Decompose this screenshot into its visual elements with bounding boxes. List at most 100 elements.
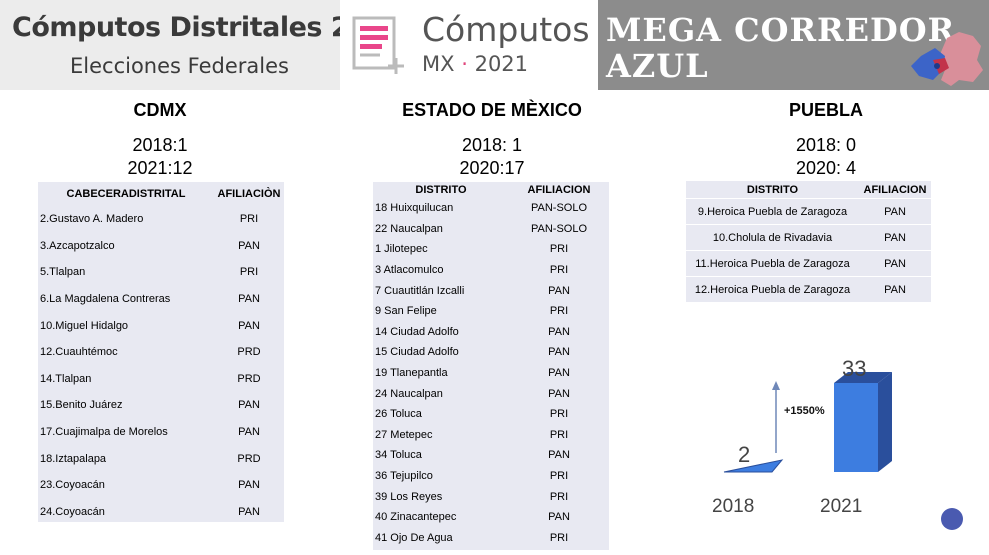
table-header: CABECERADISTRITAL AFILIACIÒN <box>38 182 284 206</box>
cell-affiliation: PAN <box>238 479 260 492</box>
logo-year: MX · 2021 <box>422 52 528 76</box>
edomex-stat-2018: 2018: 1 <box>461 135 523 155</box>
logo-wordmark: Cómputos <box>422 10 590 49</box>
banner-panel: MEGA CORREDOR AZUL <box>598 0 989 90</box>
growth-percent-label: +1550% <box>784 405 825 417</box>
cell-district: 18.Iztapalapa <box>40 452 107 465</box>
cell-district: 24 Naucalpan <box>375 387 443 400</box>
edomex-stat-2020: 2020:17 <box>459 158 525 178</box>
cell-affiliation: PAN <box>884 205 906 218</box>
cell-affiliation: PRI <box>239 266 259 279</box>
column-header-affiliation: AFILIACIÒN <box>217 188 281 200</box>
column-header-affiliation: AFILIACION <box>863 183 927 196</box>
cell-affiliation: PRI <box>549 264 569 277</box>
table-row: 19 Tlanepantla PAN <box>373 363 609 384</box>
puebla-stat-2020: 2020: 4 <box>795 158 857 178</box>
edomex-title: ESTADO DE MÈXICO <box>402 100 582 120</box>
bar-2018-value-label: 2 <box>738 442 750 467</box>
table-row: 36 Tejupilco PRI <box>373 466 609 487</box>
cell-district: 17.Cuajimalpa de Morelos <box>40 426 168 439</box>
cell-district: 11.Heroica Puebla de Zaragoza <box>695 257 850 270</box>
cell-affiliation: PRI <box>549 428 569 441</box>
table-row: 40 Zinacantepec PAN <box>373 507 609 528</box>
table-row: 15 Ciudad Adolfo PAN <box>373 342 609 363</box>
cell-affiliation: PRD <box>237 372 261 385</box>
table-row: 26 Toluca PRI <box>373 404 609 425</box>
cell-district: 14.Tlalpan <box>40 372 92 385</box>
cell-affiliation: PAN <box>548 284 570 297</box>
cell-district: 10.Cholula de Rivadavia <box>712 231 833 244</box>
cell-district: 12.Cuauhtémoc <box>40 346 118 359</box>
cell-affiliation: PRI <box>239 213 259 226</box>
cell-district: 23.Coyoacán <box>40 479 105 492</box>
cell-affiliation: PAN <box>548 367 570 380</box>
cell-district: 6.La Magdalena Contreras <box>40 293 171 306</box>
cell-district: 15.Benito Juárez <box>40 399 123 412</box>
table-row: 41 Ojo De Agua PRI <box>373 528 609 549</box>
table-row: 1 Jilotepec PRI <box>373 239 609 260</box>
puebla-stat-2018: 2018: 0 <box>795 135 857 155</box>
cell-district: 41 Ojo De Agua <box>375 531 453 544</box>
cell-district: 19 Tlanepantla <box>375 367 448 380</box>
cell-district: 12.Heroica Puebla de Zaragoza <box>694 283 851 296</box>
column-header-district: CABECERADISTRITAL <box>66 188 186 200</box>
logo-dot: · <box>461 52 468 76</box>
table-row: 24.Coyoacán PAN <box>38 499 284 526</box>
cell-district: 1 Jilotepec <box>375 243 428 256</box>
table-row: 24 Naucalpan PAN <box>373 383 609 404</box>
edomex-stats: 2018: 1 2020:17 <box>392 134 592 180</box>
banner-line-1: MEGA CORREDOR <box>606 11 956 49</box>
bar-2021-value-label: 33 <box>842 356 866 381</box>
cell-district: 26 Toluca <box>375 408 422 421</box>
bar-2018 <box>723 459 784 473</box>
cell-affiliation: PAN <box>548 387 570 400</box>
cell-affiliation: PAN <box>238 505 260 518</box>
computos-logo: Cómputos MX · 2021 <box>340 0 598 90</box>
table-row: 12.Heroica Puebla de Zaragoza PAN <box>686 276 931 302</box>
table-row: 14.Tlalpan PRD <box>38 366 284 393</box>
cell-district: 9.Heroica Puebla de Zaragoza <box>697 205 848 218</box>
cell-district: 15 Ciudad Adolfo <box>375 346 459 359</box>
header-left-panel: Cómputos Distritales 2021 Elecciones Fed… <box>0 0 405 90</box>
table-row: 3 Atlacomulco PRI <box>373 260 609 281</box>
cell-affiliation: PAN <box>548 346 570 359</box>
table-row: 18.Iztapalapa PRD <box>38 445 284 472</box>
puebla-table: DISTRITO AFILIACION 9.Heroica Puebla de … <box>686 181 931 305</box>
page-subtitle: Elecciones Federales <box>70 54 289 78</box>
cell-district: 5.Tlalpan <box>40 266 86 279</box>
cell-affiliation: PRI <box>549 243 569 256</box>
table-row: 9.Heroica Puebla de Zaragoza PAN <box>686 198 931 224</box>
puebla-stats: 2018: 0 2020: 4 <box>726 134 926 180</box>
cell-affiliation: PAN <box>548 511 570 524</box>
cdmx-stats: 2018:1 2021:12 <box>60 134 260 180</box>
table-row: 6.La Magdalena Contreras PAN <box>38 286 284 313</box>
cell-district: 39 Los Reyes <box>375 490 443 503</box>
cell-affiliation: PRI <box>549 490 569 503</box>
cell-district: 3 Atlacomulco <box>375 264 444 277</box>
slide-nav-dot[interactable] <box>941 508 963 530</box>
x-tick-2021: 2021 <box>820 496 862 517</box>
cell-district: 2.Gustavo A. Madero <box>40 213 144 226</box>
cell-affiliation: PAN <box>238 293 260 306</box>
table-row: 15.Benito Juárez PAN <box>38 392 284 419</box>
cell-affiliation: PAN <box>238 239 260 252</box>
cell-affiliation: PRI <box>549 305 569 318</box>
table-row: 34 Toluca PAN <box>373 445 609 466</box>
table-row: 39 Los Reyes PRI <box>373 486 609 507</box>
cell-district: 10.Miguel Hidalgo <box>40 319 129 332</box>
table-row: 9 San Felipe PRI <box>373 301 609 322</box>
cell-district: 34 Toluca <box>375 449 422 462</box>
cell-district: 36 Tejupilco <box>375 470 433 483</box>
table-row: 5.Tlalpan PRI <box>38 259 284 286</box>
bar-2021 <box>834 383 878 472</box>
column-header-district: DISTRITO <box>746 183 799 196</box>
cell-affiliation: PRD <box>237 346 261 359</box>
cell-district: 27 Metepec <box>375 428 433 441</box>
table-row: 3.Azcapotzalco PAN <box>38 233 284 260</box>
cell-district: 40 Zinacantepec <box>375 511 457 524</box>
cell-affiliation: PAN <box>548 449 570 462</box>
cell-affiliation: PRI <box>549 531 569 544</box>
table-row: 18 Huixquilucan PAN-SOLO <box>373 198 609 219</box>
page-title: Cómputos Distritales 2021 <box>12 12 405 43</box>
cell-district: 18 Huixquilucan <box>375 202 454 215</box>
